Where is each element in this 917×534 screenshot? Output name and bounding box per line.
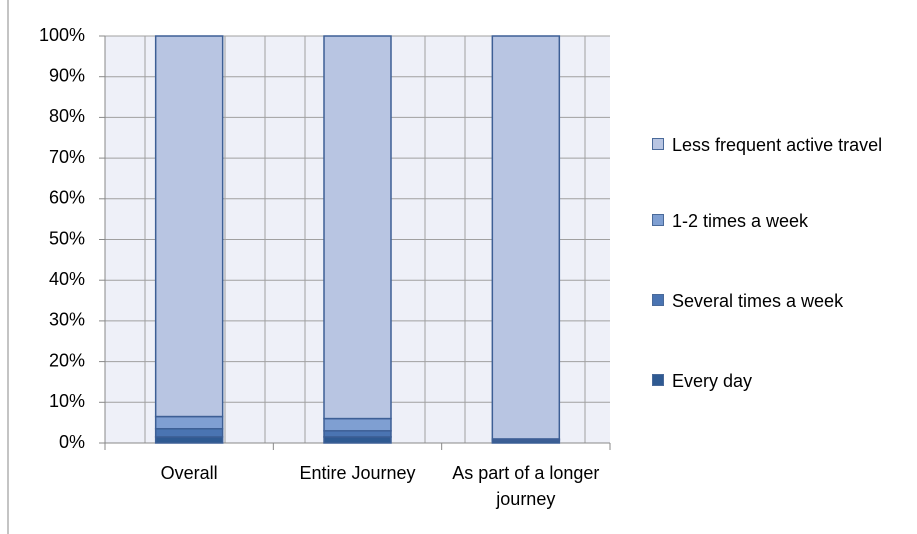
y-tick-label: 10%: [49, 391, 85, 411]
x-tick-label: As part of a longer journey: [452, 463, 600, 509]
bar-segment: [154, 35, 224, 418]
y-tick-label: 60%: [49, 188, 85, 208]
legend-swatch: [652, 374, 664, 386]
y-tick-label: 50%: [49, 228, 85, 248]
y-tick-label: 90%: [49, 65, 85, 85]
bar-segment: [491, 35, 561, 440]
legend-item: 1-2 times a week: [652, 208, 917, 234]
legend-label: 1-2 times a week: [672, 211, 809, 231]
y-tick-label: 70%: [49, 147, 85, 167]
legend-label: Every day: [672, 371, 753, 391]
legend-label: Several times a week: [672, 291, 844, 311]
x-tick-label: Entire Journey: [299, 463, 416, 483]
bar-segment: [323, 430, 392, 438]
legend-item: Less frequent active travel: [652, 132, 917, 158]
legend-swatch: [652, 214, 664, 226]
y-tick-label: 80%: [49, 106, 85, 126]
y-tick-label: 30%: [49, 310, 85, 330]
x-tick-label: Overall: [160, 463, 218, 483]
legend-item: Every day: [652, 368, 917, 394]
legend-item: Several times a week: [652, 288, 917, 314]
bar-segment: [323, 417, 392, 432]
bar-segment: [154, 428, 224, 438]
bar-segment: [154, 415, 224, 430]
bar-segment: [154, 436, 224, 444]
legend-swatch: [652, 294, 664, 306]
y-tick-label: 100%: [39, 25, 85, 45]
y-tick-label: 0%: [59, 432, 85, 452]
y-tick-label: 40%: [49, 269, 85, 289]
legend-swatch: [652, 138, 664, 150]
bar-segment: [323, 35, 392, 420]
y-tick-label: 20%: [49, 350, 85, 370]
legend-label: Less frequent active travel: [672, 135, 883, 155]
bar-segment: [323, 436, 392, 444]
